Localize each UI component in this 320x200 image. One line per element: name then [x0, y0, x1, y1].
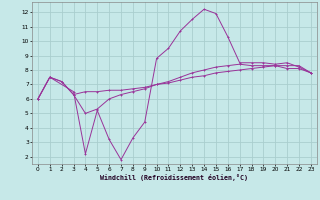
X-axis label: Windchill (Refroidissement éolien,°C): Windchill (Refroidissement éolien,°C)	[100, 174, 248, 181]
